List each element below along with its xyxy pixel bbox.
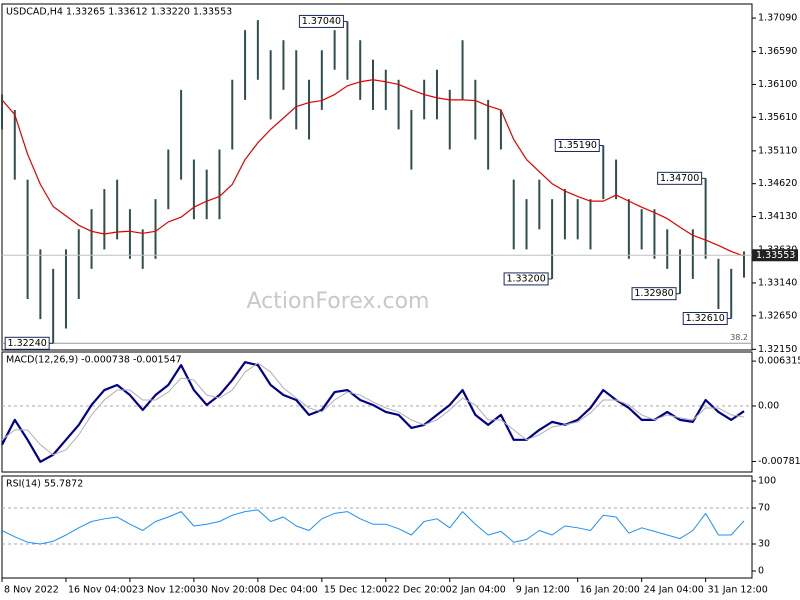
panel-frame bbox=[1, 475, 753, 579]
x-tick-label: 8 Nov 2022 bbox=[4, 585, 59, 596]
price-annotation-label: 1.32240 bbox=[8, 338, 47, 349]
y-tick-label: 1.32150 bbox=[758, 344, 797, 355]
x-tick-label: 15 Dec 12:00 bbox=[324, 585, 388, 596]
indicator-line bbox=[1, 509, 745, 545]
price-annotation-label: 1.37040 bbox=[302, 16, 341, 27]
price-annotation-label: 1.34700 bbox=[660, 173, 699, 184]
y-tick-label: 30 bbox=[758, 539, 770, 550]
x-tick-label: 2 Jan 04:00 bbox=[452, 585, 506, 596]
x-tick-label: 23 Nov 12:00 bbox=[132, 585, 196, 596]
y-tick-label: 1.37090 bbox=[758, 13, 797, 24]
moving-average bbox=[1, 79, 745, 257]
x-tick-label: 8 Dec 04:00 bbox=[260, 585, 318, 596]
x-tick-label: 16 Jan 20:00 bbox=[580, 585, 640, 596]
x-tick-label: 16 Nov 04:00 bbox=[68, 585, 132, 596]
panel-frame bbox=[1, 3, 753, 351]
price-annotation-label: 1.32980 bbox=[634, 288, 673, 299]
y-tick-label: 1.36590 bbox=[758, 46, 797, 57]
y-tick-label: 1.34620 bbox=[758, 178, 797, 189]
y-tick-label: 70 bbox=[758, 503, 770, 514]
x-tick-label: 30 Nov 20:00 bbox=[196, 585, 260, 596]
y-tick-label: 1.33140 bbox=[758, 277, 797, 288]
level-label: 38.2 bbox=[730, 333, 748, 342]
y-tick-label: -0.007818 bbox=[758, 456, 800, 467]
panel-frame bbox=[1, 351, 753, 473]
indicator-line bbox=[1, 362, 745, 456]
y-tick-label: 100 bbox=[758, 476, 776, 487]
price-annotation-label: 1.32610 bbox=[686, 313, 725, 324]
last-price-label: 1.33553 bbox=[756, 250, 795, 261]
price-annotation-label: 1.33200 bbox=[506, 273, 545, 284]
x-tick-label: 31 Jan 12:00 bbox=[708, 585, 768, 596]
y-tick-label: 1.34130 bbox=[758, 211, 797, 222]
x-tick-label: 9 Jan 12:00 bbox=[516, 585, 570, 596]
x-tick-label: 22 Dec 20:00 bbox=[388, 585, 452, 596]
panel-title: USDCAD,H4 1.33265 1.33612 1.33220 1.3355… bbox=[6, 7, 232, 18]
panel-title: MACD(12,26,9) -0.000738 -0.001547 bbox=[6, 355, 182, 366]
y-tick-label: 0.006315 bbox=[758, 356, 800, 367]
y-tick-label: 1.32650 bbox=[758, 310, 797, 321]
y-tick-label: 0 bbox=[758, 565, 764, 576]
price-annotation-label: 1.35190 bbox=[558, 140, 597, 151]
indicator-line bbox=[1, 361, 745, 463]
price-annotation-box bbox=[503, 272, 549, 286]
y-tick-label: 1.35610 bbox=[758, 112, 797, 123]
y-tick-label: 1.36100 bbox=[758, 79, 797, 90]
last-price-box bbox=[752, 249, 798, 262]
watermark: ActionForex.com bbox=[247, 289, 430, 314]
x-tick-label: 24 Jan 04:00 bbox=[644, 585, 704, 596]
y-tick-label: 0.00 bbox=[758, 400, 779, 411]
y-tick-label: 1.35110 bbox=[758, 145, 797, 156]
panel-title: RSI(14) 55.7872 bbox=[6, 479, 83, 490]
